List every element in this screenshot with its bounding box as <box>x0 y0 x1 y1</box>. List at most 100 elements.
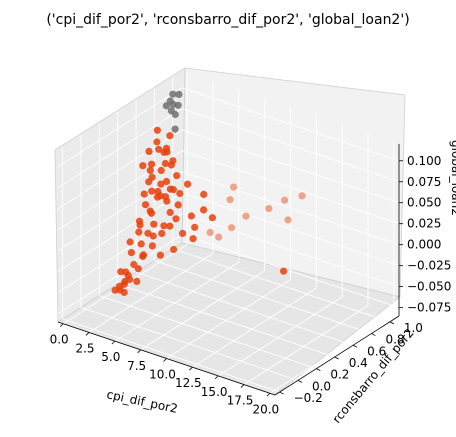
data-point <box>188 212 195 219</box>
data-point <box>265 205 272 212</box>
data-point <box>145 148 152 155</box>
data-point <box>121 289 128 296</box>
data-point <box>158 230 165 237</box>
data-point <box>117 268 124 275</box>
data-point <box>280 268 287 275</box>
data-point <box>172 215 179 222</box>
data-point <box>150 221 157 228</box>
data-point <box>148 188 155 195</box>
y-tick-mark <box>316 369 320 371</box>
data-point <box>147 167 154 174</box>
data-point <box>169 157 176 164</box>
data-point <box>121 278 128 285</box>
data-point <box>242 213 249 220</box>
data-point <box>157 192 164 199</box>
data-point <box>141 191 148 198</box>
z-tick-label: 0.000 <box>407 238 441 252</box>
data-point <box>163 148 170 155</box>
y-tick-mark <box>390 322 394 324</box>
x-tick-mark <box>60 324 63 327</box>
data-point <box>158 167 165 174</box>
data-point <box>175 201 182 208</box>
chart-title: ('cpi_dif_por2', 'rconsbarro_dif_por2', … <box>46 12 409 28</box>
data-point <box>200 191 207 198</box>
z-tick-label: 0.075 <box>407 175 441 189</box>
data-point <box>230 184 237 191</box>
data-point <box>150 232 157 239</box>
data-point <box>155 146 162 153</box>
x-tick-mark <box>215 376 218 379</box>
data-point <box>139 253 146 260</box>
y-tick-mark <box>298 380 302 382</box>
data-point <box>167 209 174 216</box>
x-tick-mark <box>164 359 167 362</box>
y-tick-label: 0.2 <box>330 368 349 382</box>
y-tick-label: 0.4 <box>349 356 368 370</box>
data-point <box>157 181 164 188</box>
data-point <box>148 210 155 217</box>
data-point <box>209 214 216 221</box>
x-tick-mark <box>267 393 270 396</box>
x-tick-mark <box>112 341 115 344</box>
data-point <box>112 287 119 294</box>
y-tick-mark <box>335 357 339 359</box>
data-point <box>207 229 214 236</box>
data-point <box>135 229 142 236</box>
x-tick-label: 12.5 <box>175 376 202 390</box>
data-point <box>148 161 155 168</box>
x-tick-label: 0.0 <box>50 333 69 347</box>
data-point <box>128 249 135 256</box>
x-tick-mark <box>189 367 192 370</box>
z-tick-label: 0.050 <box>407 196 441 210</box>
data-point <box>142 201 149 208</box>
z-tick-label: 0.100 <box>407 154 441 168</box>
y-tick-label: 0.0 <box>312 379 331 393</box>
data-point <box>163 102 170 109</box>
data-point <box>138 240 145 247</box>
data-point <box>170 246 177 253</box>
z-tick-label: −0.025 <box>407 259 451 273</box>
data-point <box>190 235 197 242</box>
data-point <box>160 222 167 229</box>
data-point <box>228 224 235 231</box>
y-tick-mark <box>371 334 375 336</box>
z-axis-label: global_loan2 <box>449 140 456 216</box>
z-tick-label: 0.025 <box>407 217 441 231</box>
x-tick-label: 2.5 <box>75 341 94 355</box>
data-point <box>169 91 176 98</box>
x-tick-mark <box>86 332 89 335</box>
data-point <box>298 192 305 199</box>
data-point <box>215 234 222 241</box>
data-point <box>135 265 142 272</box>
x-tick-label: 17.5 <box>227 394 254 408</box>
data-point <box>172 126 179 133</box>
x-tick-label: 15.0 <box>201 385 228 399</box>
data-point <box>154 127 161 134</box>
data-point <box>281 197 288 204</box>
y-tick-mark <box>280 392 284 394</box>
y-tick-mark <box>353 345 357 347</box>
data-point <box>176 190 183 197</box>
x-tick-label: 5.0 <box>101 350 120 364</box>
data-point <box>127 238 134 245</box>
data-point <box>149 174 156 181</box>
data-point <box>200 206 207 213</box>
data-point <box>227 196 234 203</box>
x-tick-label: 10.0 <box>149 368 176 382</box>
data-point <box>184 181 191 188</box>
data-point <box>157 252 164 259</box>
data-point <box>153 138 160 145</box>
x-tick-label: 7.5 <box>127 359 146 373</box>
x-tick-label: 20.0 <box>252 402 279 416</box>
data-point <box>136 221 143 228</box>
data-point <box>167 186 174 193</box>
data-point <box>133 278 140 285</box>
data-point <box>149 242 156 249</box>
z-tick-label: −0.050 <box>407 280 451 294</box>
x-axis-label: cpi_dif_por2 <box>105 387 179 416</box>
data-point <box>179 230 186 237</box>
x-tick-mark <box>138 350 141 353</box>
z-tick-label: −0.075 <box>407 301 451 315</box>
data-point <box>139 162 146 169</box>
